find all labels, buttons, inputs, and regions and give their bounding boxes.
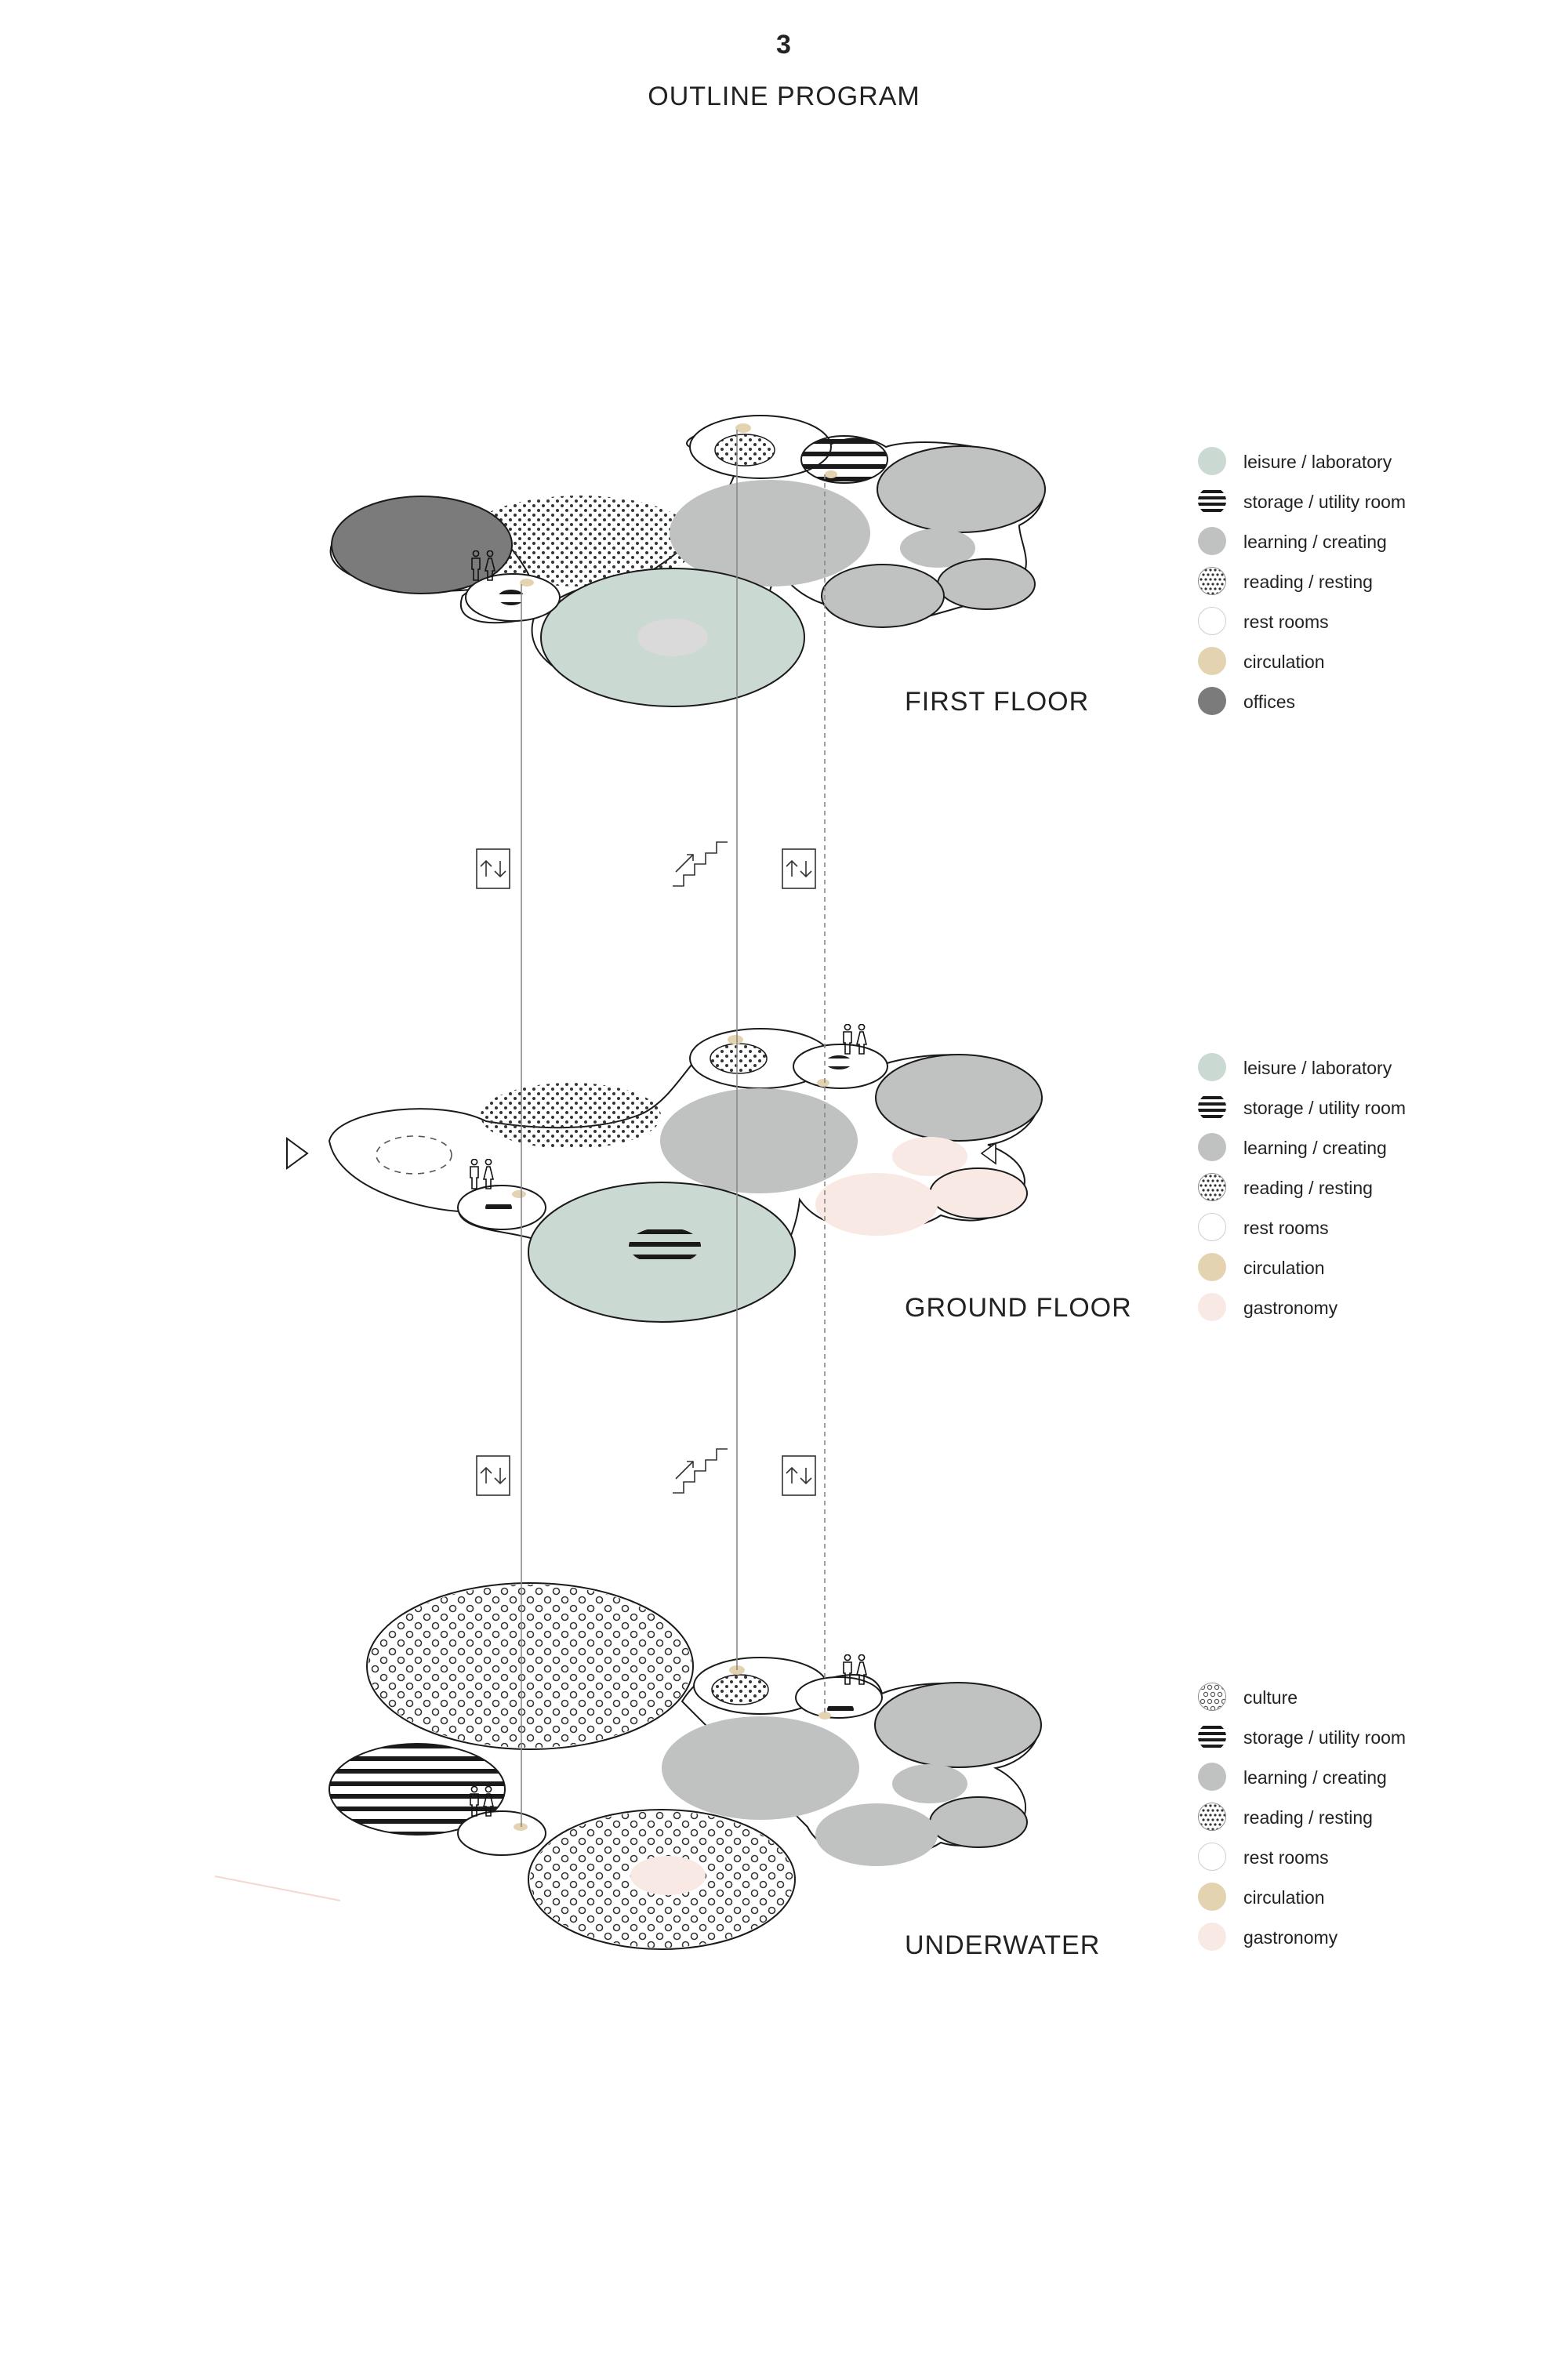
- swatch-leisure-laboratory: [1198, 1053, 1226, 1081]
- ff-reading-small: [714, 434, 775, 467]
- ff-offices: [331, 496, 513, 594]
- legend-label: learning / creating: [1243, 1138, 1387, 1158]
- swatch-storage-utility: [1198, 1093, 1226, 1121]
- uw-learning-3: [892, 1764, 967, 1803]
- legend-label: reading / resting: [1243, 1807, 1373, 1828]
- stairs-icon: [673, 1448, 728, 1494]
- swatch-learning-creating: [1198, 1133, 1226, 1161]
- uw-gastronomy: [630, 1856, 706, 1895]
- swatch-storage-utility: [1198, 487, 1226, 515]
- ff-learning-2: [877, 445, 1046, 533]
- ff-reading-area: [463, 496, 698, 586]
- gf-gastronomy-2: [929, 1167, 1028, 1219]
- legend-label: leisure / laboratory: [1243, 1058, 1392, 1078]
- legend-label: circulation: [1243, 1887, 1325, 1908]
- uw-learning-5: [815, 1803, 938, 1866]
- legend-label: reading / resting: [1243, 572, 1373, 592]
- page-number: 3: [776, 30, 792, 60]
- ff-storage: [800, 435, 888, 484]
- legend-label: gastronomy: [1243, 1927, 1338, 1948]
- entrance-arrow-icon: [980, 1142, 996, 1165]
- legend-label: culture: [1243, 1687, 1298, 1708]
- ff-circulation: [520, 579, 534, 586]
- swatch-leisure-laboratory: [1198, 447, 1226, 475]
- swatch-reading-resting: [1198, 1803, 1226, 1831]
- legend-label: storage / utility room: [1243, 492, 1406, 512]
- legend-label: rest rooms: [1243, 612, 1329, 632]
- ff-learning-1: [670, 480, 870, 586]
- ff-learning-4: [937, 558, 1036, 610]
- legend-label: circulation: [1243, 652, 1325, 672]
- underwater-label: UNDERWATER: [905, 1930, 1100, 1960]
- uw-storage: [328, 1743, 506, 1836]
- swatch-learning-creating: [1198, 1763, 1226, 1791]
- gf-reading-area: [481, 1083, 661, 1149]
- ff-learning-5: [821, 564, 945, 628]
- swatch-learning-creating: [1198, 527, 1226, 555]
- ground-floor-label: GROUND FLOOR: [905, 1293, 1132, 1323]
- swatch-reading-resting: [1198, 1173, 1226, 1201]
- legend-label: rest rooms: [1243, 1218, 1329, 1238]
- page-title: OUTLINE PROGRAM: [648, 82, 920, 111]
- legend-label: reading / resting: [1243, 1178, 1373, 1198]
- vertical-connections: [521, 430, 826, 1827]
- elevator-icon: [782, 848, 816, 889]
- uw-restroom: [457, 1810, 546, 1856]
- elevator-icon: [476, 1455, 510, 1496]
- swatch-rest-rooms: [1198, 607, 1226, 635]
- legend-label: learning / creating: [1243, 1767, 1387, 1788]
- swatch-rest-rooms: [1198, 1213, 1226, 1241]
- swatch-circulation: [1198, 1883, 1226, 1911]
- legend-label: gastronomy: [1243, 1298, 1338, 1318]
- underwater-plan: UNDERWATER: [214, 1582, 1100, 1960]
- ff-inner-disc: [637, 619, 708, 656]
- gf-gastronomy-1: [892, 1137, 967, 1176]
- swatch-culture: [1198, 1683, 1226, 1711]
- stairs-icon: [673, 841, 728, 887]
- legend-label: offices: [1243, 692, 1296, 712]
- first-floor-plan: FIRST FLOOR: [329, 415, 1089, 717]
- swatch-rest-rooms: [1198, 1843, 1226, 1871]
- swatch-gastronomy: [1198, 1293, 1226, 1321]
- uw-learning-2: [874, 1682, 1042, 1768]
- swatch-gastronomy: [1198, 1923, 1226, 1951]
- gf-learning-1: [660, 1088, 858, 1193]
- gf-gastronomy-3: [815, 1173, 938, 1236]
- swatch-circulation: [1198, 1253, 1226, 1281]
- swatch-storage-utility: [1198, 1723, 1226, 1751]
- gf-dashed-void: [376, 1135, 452, 1175]
- ff-learning-3: [900, 528, 975, 568]
- legend-label: learning / creating: [1243, 532, 1387, 552]
- uw-learning-4: [929, 1796, 1028, 1848]
- legend-label: storage / utility room: [1243, 1098, 1406, 1118]
- swatch-reading-resting: [1198, 567, 1226, 595]
- uw-learning-1: [662, 1716, 859, 1820]
- swatch-circulation: [1198, 647, 1226, 675]
- gf-reading-small: [710, 1043, 768, 1074]
- swatch-offices: [1198, 687, 1226, 715]
- elevator-icon: [476, 848, 510, 889]
- gf-learning-2: [875, 1054, 1043, 1142]
- legend-label: rest rooms: [1243, 1847, 1329, 1868]
- legend-label: circulation: [1243, 1258, 1325, 1278]
- gf-storage-inner: [629, 1227, 701, 1265]
- first-floor-label: FIRST FLOOR: [905, 687, 1089, 717]
- legend-label: storage / utility room: [1243, 1727, 1406, 1748]
- ground-floor-plan: GROUND FLOOR: [286, 1024, 1132, 1323]
- legend-label: leisure / laboratory: [1243, 452, 1392, 472]
- elevator-icon: [782, 1455, 816, 1496]
- uw-reading-small: [711, 1674, 769, 1705]
- entrance-arrow-icon: [286, 1137, 309, 1170]
